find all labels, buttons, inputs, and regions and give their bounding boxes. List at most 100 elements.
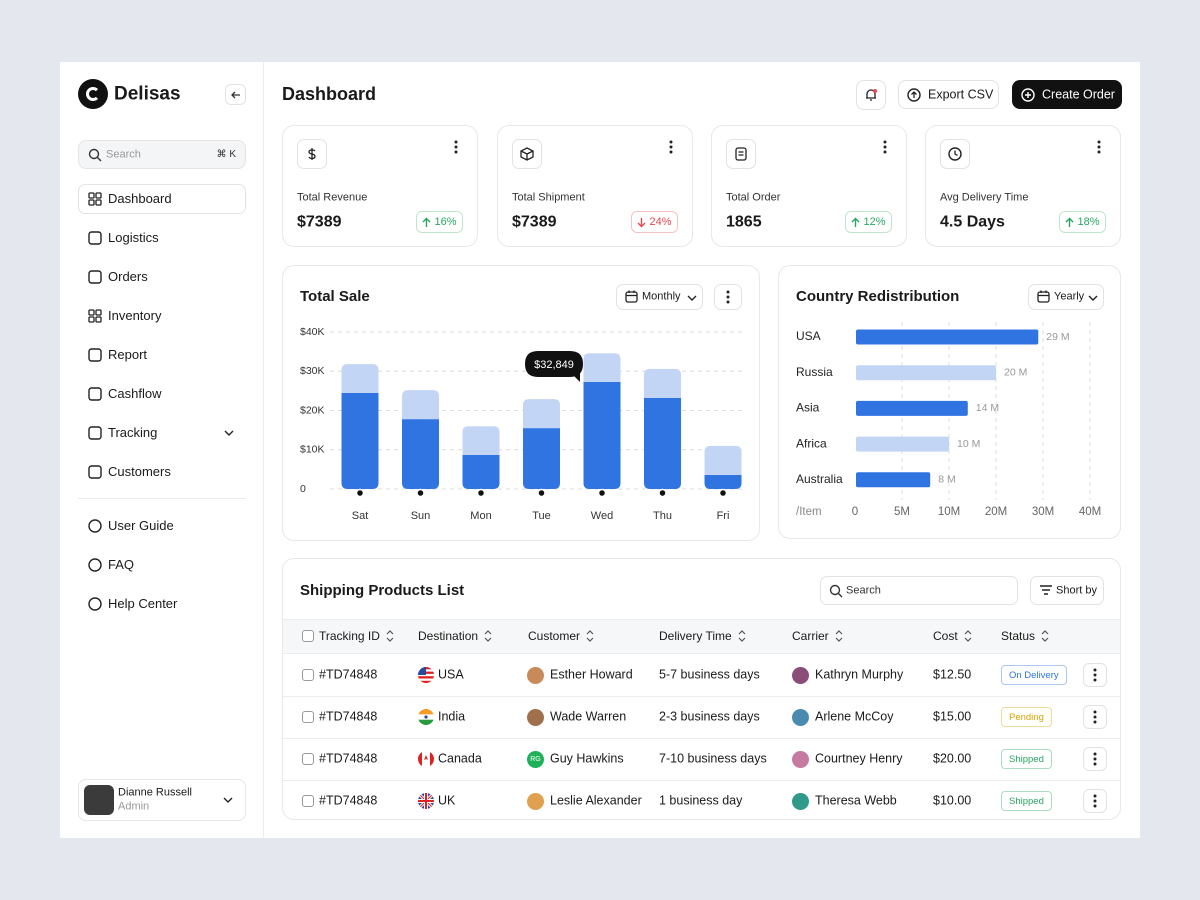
trend-arrow — [422, 217, 431, 227]
icon-part — [1093, 799, 1097, 803]
icon-part — [1097, 150, 1101, 154]
sort-arrows — [484, 630, 492, 642]
nav-item[interactable]: Logistics — [108, 230, 159, 246]
stat-change: 18% — [1059, 211, 1106, 233]
row-action[interactable] — [1083, 705, 1107, 729]
nav-item[interactable]: Report — [108, 347, 148, 363]
support-item[interactable]: Help Center — [108, 596, 178, 612]
stat-change-value: 24% — [649, 216, 672, 228]
nav-icon — [88, 192, 102, 206]
stat-icon — [948, 147, 962, 161]
export-button[interactable] — [898, 80, 999, 109]
tracking-id: #TD74848 — [319, 793, 378, 808]
checkbox[interactable] — [302, 630, 314, 642]
support-item[interactable]: FAQ — [108, 557, 135, 573]
period-dropdown[interactable] — [1028, 284, 1104, 310]
column-title: Delivery Time — [659, 629, 732, 643]
checkbox[interactable] — [302, 795, 314, 807]
user-role: Admin — [118, 800, 150, 813]
icon-part — [726, 300, 730, 304]
sidebar-search[interactable] — [78, 140, 246, 169]
icon-part — [95, 192, 102, 199]
row-action[interactable] — [1083, 663, 1107, 687]
collapse-icon — [231, 91, 240, 99]
icon-part — [1093, 752, 1097, 756]
user-card[interactable] — [78, 779, 246, 821]
stat-card — [925, 125, 1121, 247]
icon-part — [418, 709, 434, 715]
customer-avatar — [527, 666, 544, 684]
icon-part — [88, 558, 102, 572]
column-header[interactable]: Tracking ID — [319, 629, 395, 643]
icon-part — [669, 145, 673, 149]
brand: Delisas — [114, 83, 181, 105]
row-action[interactable] — [1083, 747, 1107, 771]
icon-part — [418, 751, 434, 767]
support-item[interactable]: User Guide — [108, 518, 174, 534]
icon-part — [88, 465, 102, 479]
nav-item[interactable]: Cashflow — [108, 386, 162, 402]
tracking-id: #TD74848 — [319, 751, 378, 766]
icon-part — [948, 147, 962, 161]
delivery-time: 2-3 business days — [659, 709, 760, 724]
calendar-icon — [625, 290, 638, 303]
calendar-icon — [1037, 290, 1050, 303]
nav-icon — [88, 231, 102, 245]
icon-part — [911, 91, 917, 98]
icon-part — [454, 140, 458, 144]
trend-arrow — [1065, 217, 1074, 227]
checkbox[interactable] — [302, 669, 314, 681]
nav-item[interactable]: Inventory — [108, 308, 162, 324]
sort-icon — [1040, 585, 1052, 595]
icon-part — [424, 715, 428, 719]
carrier: Courtney Henry — [815, 751, 903, 766]
sort-button[interactable] — [1030, 576, 1104, 605]
icon-part — [883, 140, 887, 144]
carrier: Kathryn Murphy — [815, 667, 904, 682]
period-dropdown[interactable] — [616, 284, 703, 310]
column-header[interactable]: Status — [1001, 629, 1050, 643]
period-label: Yearly — [1054, 290, 1085, 303]
row-divider — [283, 696, 1120, 697]
stat-menu — [883, 140, 887, 154]
column-header[interactable]: Carrier — [792, 629, 844, 643]
icon-part — [1021, 88, 1035, 102]
row-action[interactable] — [1083, 789, 1107, 813]
nav-active — [78, 184, 246, 214]
icon-part — [1041, 630, 1049, 642]
nav-item[interactable]: Tracking — [108, 425, 158, 441]
chart-menu[interactable] — [714, 284, 742, 310]
column-header[interactable]: Destination — [418, 629, 493, 643]
column-header[interactable]: Cost — [933, 629, 973, 643]
export-label: Export CSV — [928, 87, 994, 102]
checkbox[interactable] — [302, 711, 314, 723]
sidebar — [60, 62, 264, 838]
icon-part — [418, 793, 434, 809]
export-icon — [907, 88, 921, 102]
icon-part — [738, 630, 746, 642]
nav-item[interactable]: Dashboard — [108, 191, 172, 207]
trend-arrow — [851, 217, 860, 227]
nav-chevron — [224, 430, 234, 436]
icon-part — [726, 295, 730, 299]
tracking-id: #TD74848 — [319, 709, 378, 724]
icon-part — [625, 291, 638, 303]
column-title: Destination — [418, 629, 479, 643]
notification-button[interactable] — [856, 80, 886, 110]
support-icon — [88, 597, 102, 611]
avatar-initials: RG — [530, 755, 541, 763]
icon-part — [88, 519, 102, 533]
checkbox[interactable] — [302, 753, 314, 765]
nav-item[interactable]: Customers — [108, 464, 171, 480]
sort-arrows — [964, 630, 972, 642]
nav-item[interactable]: Orders — [108, 269, 148, 285]
destination: UK — [438, 793, 456, 808]
table-card — [282, 558, 1121, 820]
destination: India — [438, 709, 466, 724]
column-header[interactable]: Delivery Time — [659, 629, 747, 643]
icon-part — [418, 667, 434, 683]
column-header[interactable]: Customer — [528, 629, 595, 643]
table-search[interactable] — [820, 576, 1018, 605]
collapse-button[interactable] — [225, 84, 246, 105]
